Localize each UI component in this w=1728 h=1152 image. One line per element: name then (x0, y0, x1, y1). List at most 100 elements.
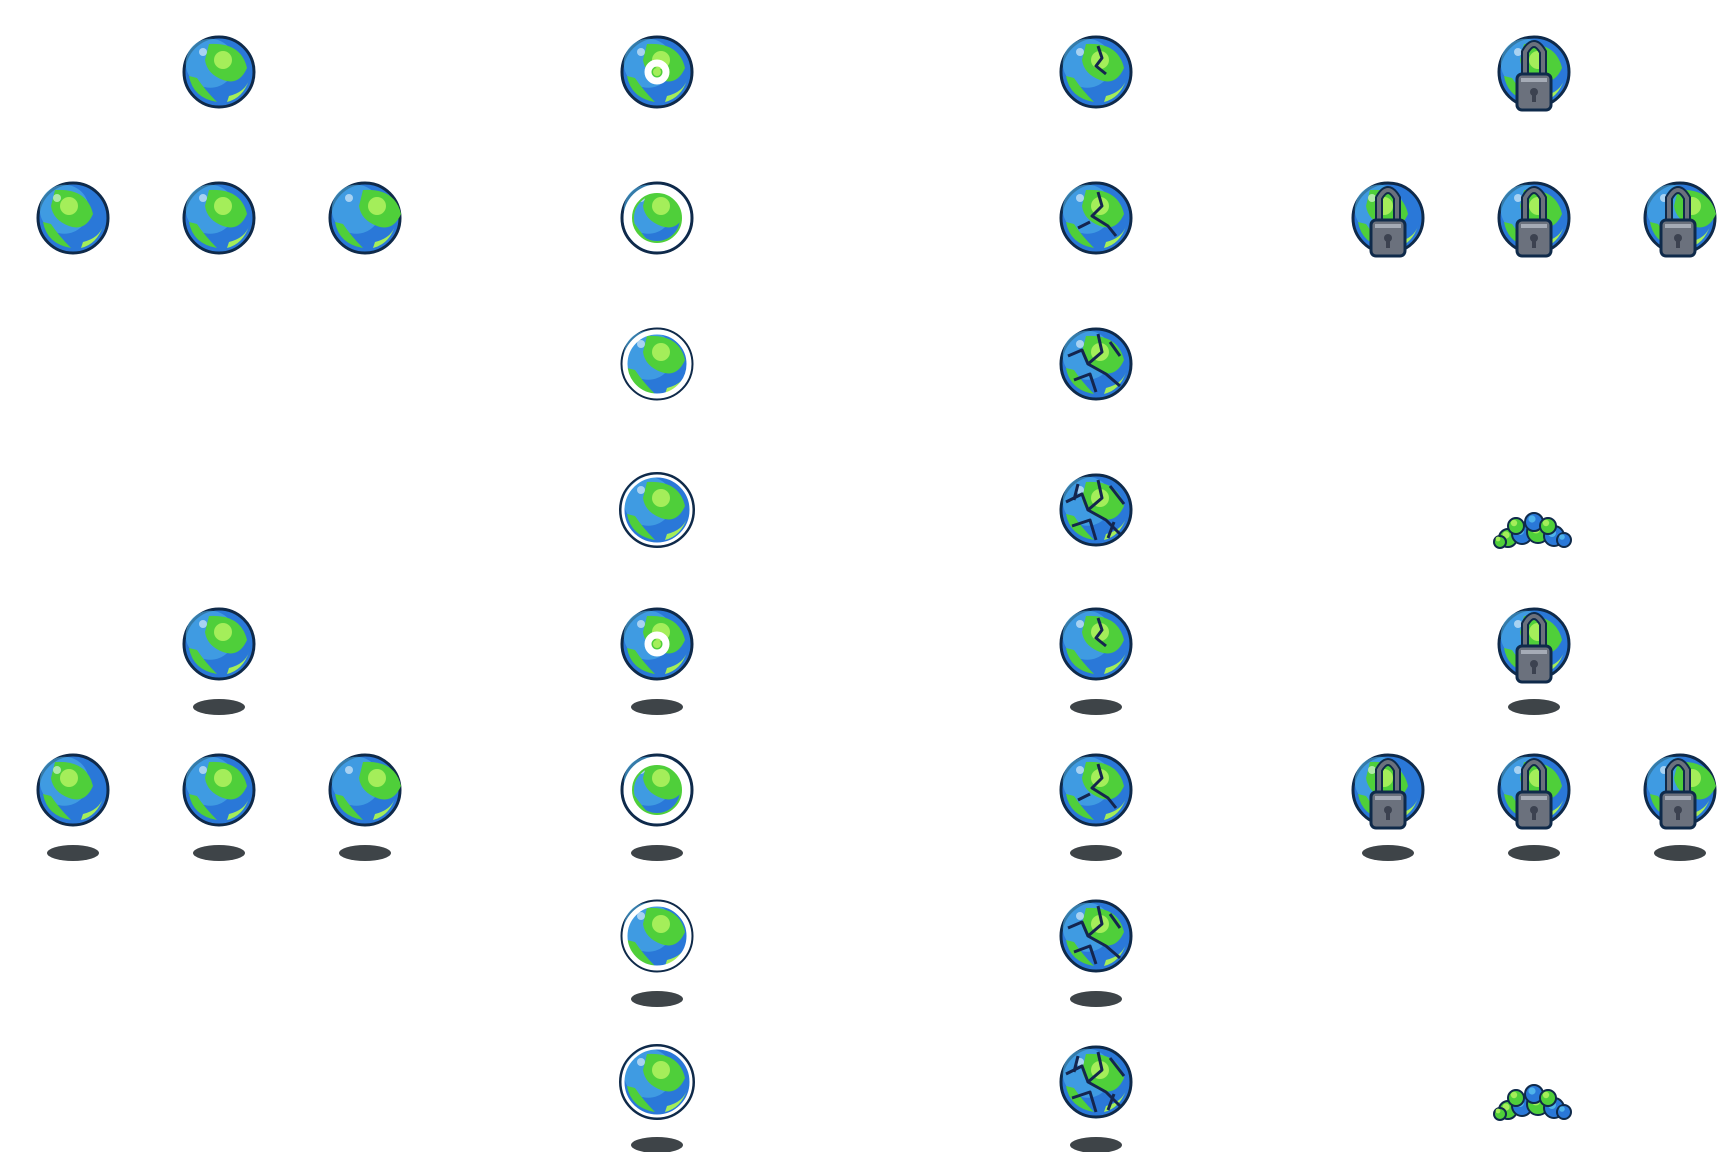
orb-idle-front (182, 181, 256, 255)
orb-crack-2 (1059, 753, 1133, 827)
crack-line (1090, 191, 1118, 237)
orb-idle-up (182, 35, 256, 109)
crack-line (1065, 492, 1090, 511)
orb-shield-2 (620, 181, 694, 255)
orb-lock-front (1497, 181, 1571, 258)
ground-shadow (631, 699, 683, 715)
orb-crack-1 (1059, 607, 1133, 681)
crack-line (1108, 485, 1126, 505)
crack-line (1071, 1090, 1098, 1113)
orb-rubble (1493, 1084, 1572, 1121)
ground-shadow (47, 845, 99, 861)
orb-shield-1 (620, 607, 694, 681)
orb-land (189, 794, 217, 820)
ground-shadow (339, 845, 391, 861)
orb-lock-left (1351, 181, 1425, 258)
ground-shadow (1508, 699, 1560, 715)
orb-land (335, 794, 363, 820)
crack-line (1067, 920, 1090, 937)
orb-land (1066, 76, 1094, 102)
ground-shadow (631, 991, 683, 1007)
crack-line (1073, 372, 1098, 393)
ground-shadow (1070, 991, 1122, 1007)
crack-line (1094, 45, 1107, 76)
rubble-piece (1507, 1089, 1525, 1107)
rubble-piece (1507, 517, 1525, 535)
crack-line (1090, 763, 1118, 809)
orb-land (627, 514, 655, 540)
shield-ring (644, 631, 670, 657)
orb-crack-3 (1059, 899, 1133, 973)
orb-shield-4 (619, 472, 695, 548)
orb-land (43, 222, 71, 248)
shield-ring (619, 1044, 695, 1120)
rubble-piece (1539, 1089, 1557, 1107)
orb-land (1066, 940, 1094, 966)
ground-shadow (1654, 845, 1706, 861)
orb-idle-left (36, 753, 110, 827)
orb-land (1066, 1086, 1094, 1112)
orb-idle-left (36, 181, 110, 255)
ground-shadow (631, 1137, 683, 1152)
orb-shield-3 (620, 899, 694, 973)
orb-land (627, 648, 655, 674)
crack-line (1108, 1057, 1126, 1077)
ground-shadow (1070, 845, 1122, 861)
crack-line (1072, 483, 1080, 501)
ground-shadow (193, 845, 245, 861)
orb-land (1066, 368, 1094, 394)
orb-lock-up (1497, 607, 1571, 684)
orb-crack-2 (1059, 181, 1133, 255)
shield-ring (619, 472, 695, 548)
orb-land (627, 368, 655, 394)
crack-line (1108, 913, 1122, 929)
orb-shield-3 (620, 327, 694, 401)
crack-line (1077, 220, 1091, 230)
crack-line (1077, 792, 1091, 802)
ground-shadow (1070, 699, 1122, 715)
orb-crack-3 (1059, 327, 1133, 401)
orb-idle-up (182, 607, 256, 681)
crack-line (1065, 1064, 1090, 1083)
orb-land (627, 1086, 655, 1112)
orb-land (335, 222, 363, 248)
ground-shadow (1362, 845, 1414, 861)
orb-land (627, 76, 655, 102)
ground-shadow (1508, 845, 1560, 861)
shield-ring (622, 901, 692, 971)
orb-land (189, 222, 217, 248)
orb-land (1066, 514, 1094, 540)
shield-ring (623, 184, 691, 252)
orb-idle-front (182, 753, 256, 827)
orb-shield-4 (619, 1044, 695, 1120)
orb-idle-right (328, 753, 402, 827)
crack-line (1108, 341, 1122, 357)
orb-land (189, 648, 217, 674)
crack-line (1106, 521, 1116, 539)
orb-land (1066, 222, 1094, 248)
orb-land (627, 940, 655, 966)
ground-shadow (193, 699, 245, 715)
orb-shield-2 (620, 753, 694, 827)
crack-line (1106, 1093, 1116, 1111)
orb-rubble (1493, 512, 1572, 549)
orb-lock-front (1497, 753, 1571, 830)
orb-crack-1 (1059, 35, 1133, 109)
rubble-piece (1539, 517, 1557, 535)
orb-lock-left (1351, 753, 1425, 830)
orb-lock-up (1497, 35, 1571, 112)
orb-land (1066, 648, 1094, 674)
crack-line (1071, 518, 1098, 541)
orb-land (189, 76, 217, 102)
ground-shadow (1070, 1137, 1122, 1152)
orb-idle-right (328, 181, 402, 255)
crack-line (1094, 617, 1107, 648)
orb-shield-1 (620, 35, 694, 109)
orb-crack-4 (1059, 473, 1133, 547)
ground-shadow (631, 845, 683, 861)
crack-line (1067, 348, 1090, 365)
orb-land (43, 794, 71, 820)
shield-ring (644, 59, 670, 85)
